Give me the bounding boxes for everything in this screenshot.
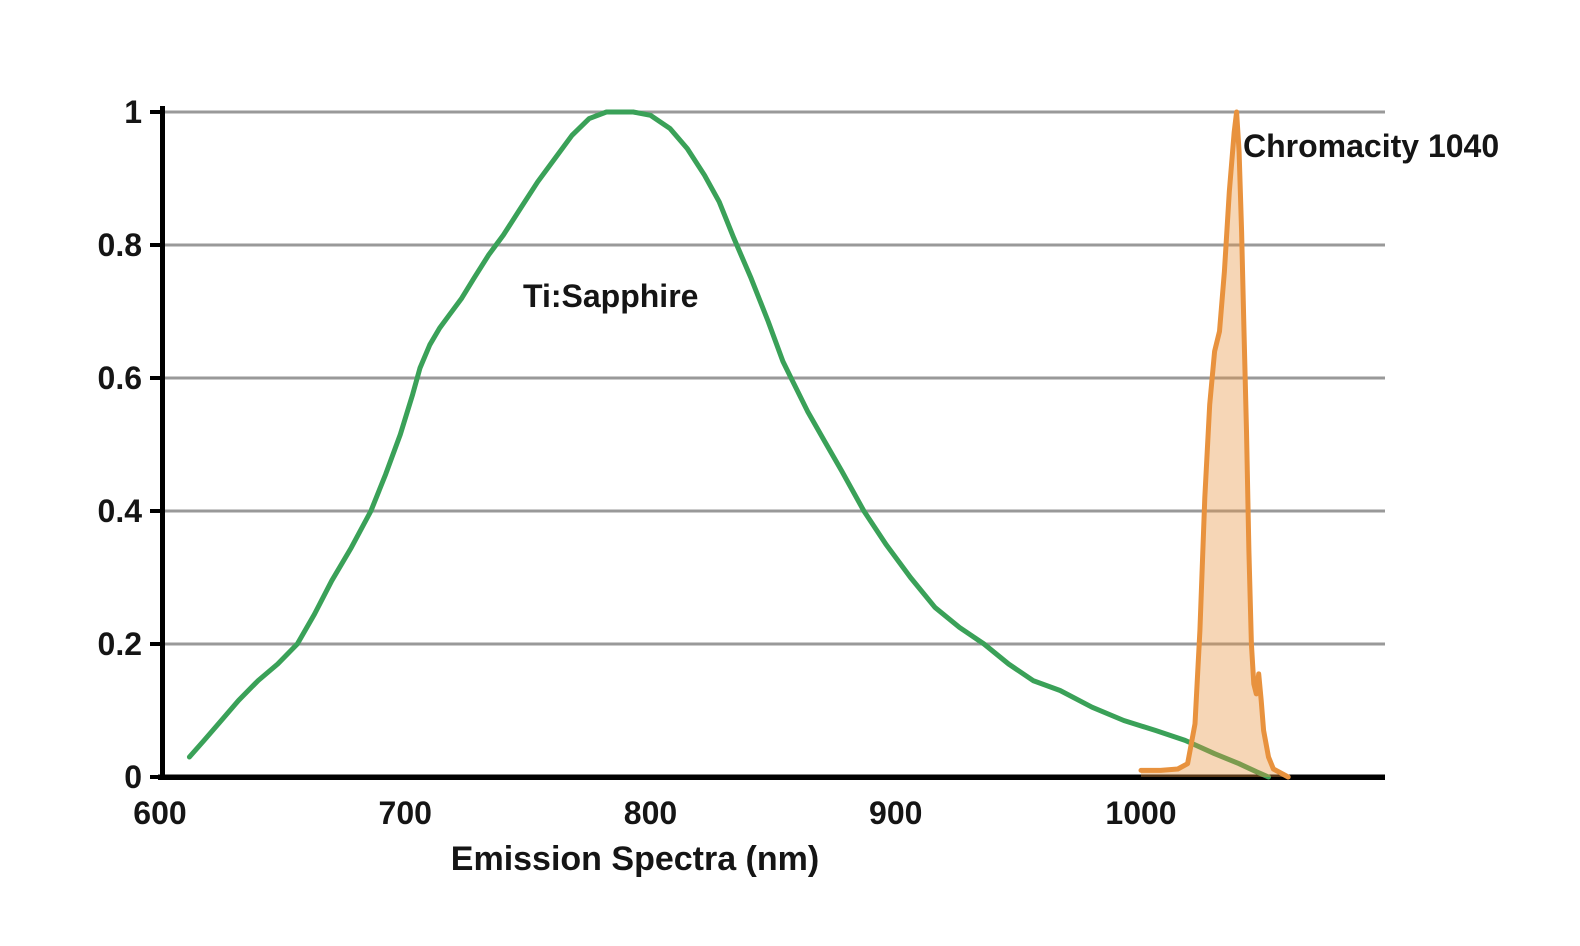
x-tick-label-1000: 1000 (1105, 795, 1177, 831)
y-tick-label-1: 1 (124, 94, 142, 130)
x-tick-label-800: 800 (623, 795, 678, 831)
series-fill-chromacity-1040 (1141, 112, 1289, 777)
x-tick-label-900: 900 (869, 795, 923, 831)
series-label-chromacity-1040: Chromacity 1040 (1243, 128, 1500, 164)
y-tick-label-0.4: 0.4 (97, 493, 142, 529)
series-line-ti-sapphire (186, 109, 1271, 780)
y-tick-label-0.6: 0.6 (97, 360, 142, 396)
y-tick-label-0.8: 0.8 (97, 227, 142, 263)
x-tick-label-700: 700 (378, 795, 432, 831)
series-line-chromacity-1040 (1138, 109, 1291, 780)
x-axis-title: Emission Spectra (nm) (450, 840, 820, 878)
series-label-ti-sapphire: Ti:Sapphire (523, 278, 699, 314)
y-axis-line (160, 106, 165, 779)
x-axis-line (158, 774, 1385, 780)
y-tick-label-0: 0 (124, 759, 142, 795)
x-tick-label-600: 600 (133, 795, 187, 831)
y-tick-label-0.2: 0.2 (97, 626, 142, 662)
